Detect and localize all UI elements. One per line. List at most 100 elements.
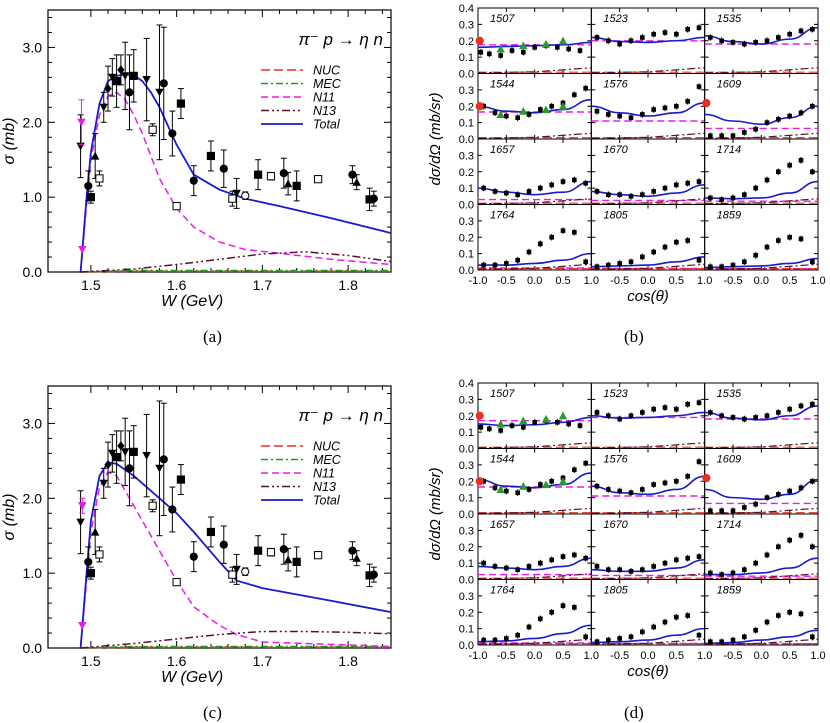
x-tick-label: -0.5	[724, 275, 743, 287]
data-point-red	[475, 36, 484, 45]
data-point	[628, 259, 634, 265]
data-point	[662, 185, 668, 191]
y-tick-label: 0.0	[459, 265, 474, 277]
data-point	[730, 40, 736, 45]
data-point	[651, 249, 656, 255]
data-point	[674, 182, 679, 188]
reaction-title: π⁻ p → η n	[298, 406, 383, 425]
data-point	[719, 413, 724, 419]
energy-panel-1714: 1714	[704, 513, 819, 580]
data-point	[526, 487, 532, 492]
data-point	[685, 613, 690, 618]
data-point	[515, 192, 520, 197]
data-point	[481, 637, 486, 643]
x-tick-label: 1.7	[253, 653, 273, 669]
n13-curve	[591, 638, 705, 645]
data-point	[674, 103, 679, 109]
data-point	[583, 460, 588, 466]
y-tick-label: 0.1	[459, 183, 474, 195]
data-point	[219, 164, 228, 173]
data-point	[719, 197, 724, 202]
energy-panel-1859: 1859 -0.5 0.0 0.5 1.0	[704, 204, 826, 287]
y-tick-label: 2.0	[23, 114, 43, 130]
data-point	[189, 176, 198, 185]
data-point	[481, 185, 486, 191]
y-axis-label: σ (mb)	[1, 118, 18, 165]
data-point	[787, 537, 792, 543]
data-point	[651, 482, 656, 487]
y-tick-label: 0.1	[459, 427, 474, 439]
data-point	[292, 557, 301, 567]
data-point	[798, 611, 804, 617]
data-point	[696, 554, 702, 559]
x-tick-label: -1.0	[469, 650, 488, 662]
x-tick-label: 1.7	[253, 277, 273, 293]
data-point	[719, 133, 724, 139]
y-tick-label: 0.1	[459, 493, 474, 505]
data-point	[515, 490, 520, 496]
data-point	[189, 552, 198, 561]
n13-curve	[704, 573, 819, 580]
data-point	[555, 420, 560, 425]
data-point-green	[558, 477, 568, 485]
data-point	[594, 410, 600, 415]
data-point	[730, 415, 736, 420]
data-point	[628, 569, 634, 574]
data-point	[776, 35, 781, 40]
energy-panel-1657: 1657 0.0 0.1 0.2 0.3	[459, 138, 592, 212]
data-point	[168, 505, 177, 514]
data-point	[708, 570, 713, 576]
data-point	[776, 410, 781, 415]
data-point	[696, 257, 702, 263]
data-point	[776, 169, 781, 175]
data-point	[764, 413, 770, 419]
data-point	[253, 546, 263, 555]
data-point	[742, 130, 747, 135]
data-point	[764, 244, 770, 250]
data-point	[532, 45, 537, 50]
y-tick-label: 1.0	[23, 565, 43, 581]
data-point	[617, 488, 622, 494]
data-point	[125, 88, 134, 97]
data-point-green	[558, 102, 568, 110]
legend-label-n13: N13	[313, 104, 336, 118]
energy-panel-1609: 1609	[702, 448, 819, 515]
y-tick-label: 1.0	[23, 189, 43, 205]
x-tick-label: -0.5	[497, 275, 516, 287]
data-point-green	[496, 485, 505, 494]
data-point	[526, 624, 532, 630]
data-point	[742, 192, 747, 197]
data-point	[617, 567, 622, 572]
data-point	[810, 103, 815, 109]
data-point	[228, 194, 237, 203]
data-point	[572, 230, 577, 235]
data-point	[594, 483, 600, 489]
y-tick-label: 0.0	[459, 69, 474, 81]
x-tick-label: -0.5	[497, 650, 516, 662]
data-point	[628, 194, 634, 199]
plot-frame	[47, 385, 392, 649]
data-point	[606, 262, 611, 268]
data-point	[228, 570, 237, 579]
series-nuc-line	[80, 270, 391, 273]
energy-label: 1576	[603, 79, 628, 91]
x-axis-label: cos(θ)	[627, 288, 668, 305]
data-point	[279, 169, 288, 178]
data-point-green	[558, 411, 568, 420]
data-point-green	[541, 39, 551, 48]
data-point	[764, 120, 770, 125]
x-tick-label: 0.5	[782, 650, 797, 662]
n13-curve	[591, 573, 705, 580]
data-point-green	[496, 110, 505, 119]
data-point	[86, 193, 95, 202]
data-point	[84, 181, 93, 191]
data-point	[617, 636, 622, 641]
data-point	[696, 459, 702, 464]
data-point	[730, 508, 736, 514]
data-point	[266, 548, 276, 557]
x-axis-label: W (GeV)	[161, 293, 223, 310]
data-point	[86, 569, 95, 578]
energy-label: 1657	[490, 519, 515, 531]
data-point	[640, 487, 645, 492]
data-point	[572, 552, 577, 558]
